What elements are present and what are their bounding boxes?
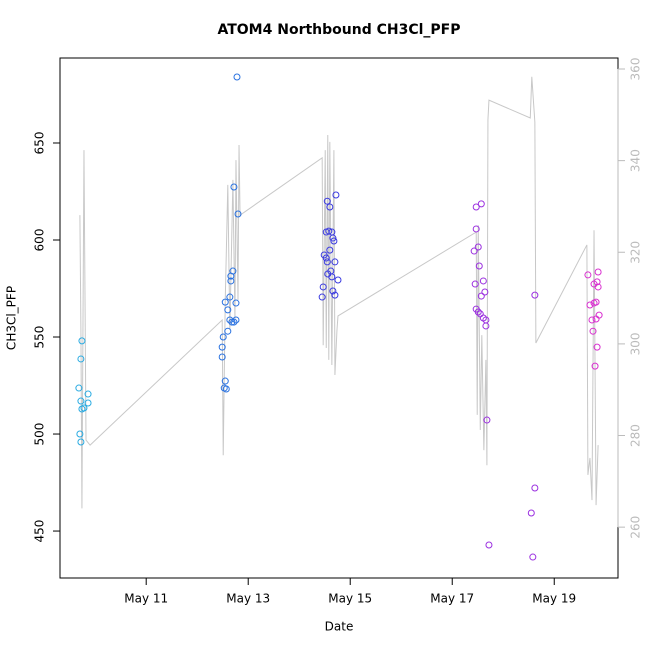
point: [233, 73, 241, 81]
point: [80, 404, 88, 412]
point: [477, 292, 485, 300]
point: [531, 291, 539, 299]
point: [584, 271, 592, 279]
point: [482, 322, 490, 330]
point: [485, 541, 493, 549]
point: [323, 197, 331, 205]
y-tick-label: 650: [33, 132, 47, 155]
point: [226, 293, 234, 301]
point: [471, 280, 479, 288]
point: [593, 343, 601, 351]
point: [84, 390, 92, 398]
point: [230, 183, 238, 191]
point: [325, 227, 333, 235]
point: [529, 553, 537, 561]
point: [481, 288, 489, 296]
point: [220, 384, 228, 392]
point: [331, 258, 339, 266]
point: [224, 327, 232, 335]
y-axis-label: CH3Cl_PFP: [5, 286, 19, 350]
y-tick-label: 500: [33, 423, 47, 446]
point: [318, 293, 326, 301]
point: [77, 355, 85, 363]
point: [470, 247, 478, 255]
point: [334, 276, 342, 284]
point: [329, 234, 337, 242]
point: [531, 484, 539, 492]
point: [221, 298, 229, 306]
y2-tick-label: 340: [629, 149, 643, 172]
line: [79, 76, 599, 509]
point: [319, 283, 327, 291]
point: [477, 200, 485, 208]
point: [588, 316, 596, 324]
y2-tick-label: 320: [629, 241, 643, 264]
y-tick-label: 550: [33, 326, 47, 349]
point: [330, 237, 338, 245]
point: [472, 203, 480, 211]
y-tick-label: 600: [33, 229, 47, 252]
point: [228, 318, 236, 326]
x-tick-label: May 17: [430, 592, 474, 606]
point: [78, 337, 86, 345]
point: [324, 270, 332, 278]
x-tick-label: May 19: [532, 592, 576, 606]
point: [592, 298, 600, 306]
point: [595, 311, 603, 319]
x-tick-label: May 11: [124, 592, 168, 606]
y-tick-label: 450: [33, 520, 47, 543]
point: [77, 397, 85, 405]
y2-tick-label: 260: [629, 516, 643, 539]
point: [483, 416, 491, 424]
y2-tick-label: 280: [629, 424, 643, 447]
point: [234, 210, 242, 218]
point: [76, 430, 84, 438]
point: [221, 377, 229, 385]
point: [331, 291, 339, 299]
point: [218, 343, 226, 351]
point: [593, 278, 601, 286]
point: [77, 438, 85, 446]
x-axis-label: Date: [325, 620, 354, 634]
x-tick-label: May 15: [328, 592, 372, 606]
point: [219, 333, 227, 341]
point: [232, 299, 240, 307]
point: [230, 318, 238, 326]
point: [232, 316, 240, 324]
point: [227, 277, 235, 285]
point: [224, 306, 232, 314]
point: [479, 277, 487, 285]
point: [594, 283, 602, 291]
point: [323, 258, 331, 266]
x-tick-label: May 13: [226, 592, 270, 606]
point: [472, 225, 480, 233]
point: [326, 203, 334, 211]
point: [326, 246, 334, 254]
point: [475, 262, 483, 270]
point: [527, 509, 535, 517]
point: [75, 384, 83, 392]
point: [322, 254, 330, 262]
point: [329, 287, 337, 295]
point: [586, 301, 594, 309]
chart-title: ATOM4 Northbound CH3Cl_PFP: [217, 22, 460, 38]
point: [594, 268, 602, 276]
point: [591, 362, 599, 370]
point: [474, 308, 482, 316]
y2-tick-label: 300: [629, 332, 643, 355]
point: [218, 353, 226, 361]
y2-tick-label: 360: [629, 58, 643, 81]
point: [474, 243, 482, 251]
point: [589, 327, 597, 335]
point: [229, 267, 237, 275]
point: [332, 191, 340, 199]
point: [84, 399, 92, 407]
